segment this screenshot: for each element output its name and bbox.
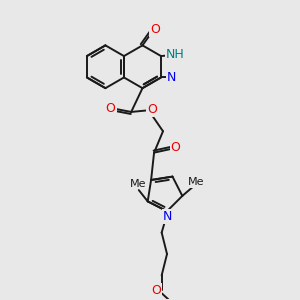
Text: O: O: [106, 102, 116, 115]
Text: O: O: [170, 141, 180, 154]
Text: N: N: [163, 210, 172, 223]
Text: O: O: [150, 23, 160, 36]
Text: Me: Me: [130, 178, 146, 189]
Text: NH: NH: [166, 48, 185, 61]
Text: Me: Me: [188, 177, 205, 187]
Text: N: N: [167, 71, 176, 84]
Text: O: O: [147, 103, 157, 116]
Text: O: O: [152, 284, 161, 297]
